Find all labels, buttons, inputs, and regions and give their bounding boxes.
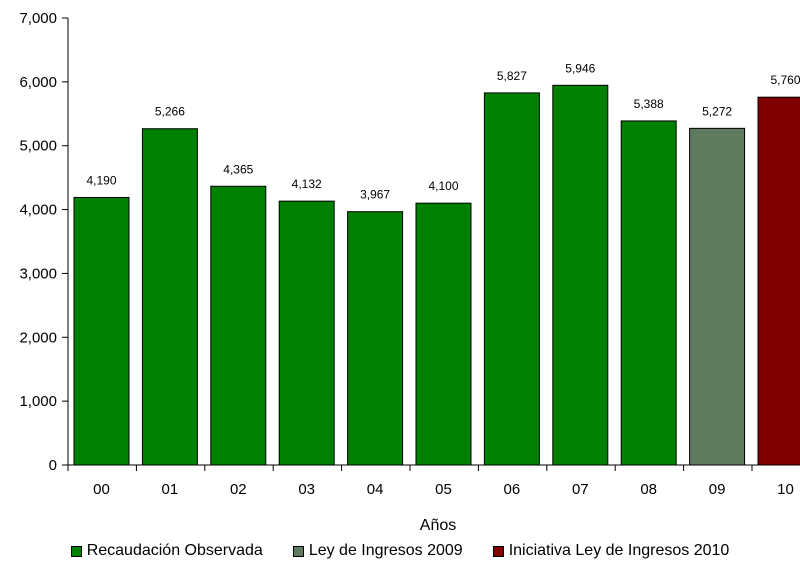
x-tick-label: 10 bbox=[777, 481, 794, 498]
data-label: 3,967 bbox=[360, 188, 390, 202]
legend-item: Iniciativa Ley de Ingresos 2010 bbox=[492, 542, 730, 560]
bar bbox=[483, 92, 540, 466]
y-tick-label: 5,000 bbox=[19, 138, 57, 155]
bars: 4,190 5,266 4,365 4,132 3,967 4,100 5,827 5,946… bbox=[73, 61, 800, 466]
bar bbox=[415, 202, 472, 466]
x-tick-label: 06 bbox=[504, 481, 521, 498]
data-label: 5,388 bbox=[634, 97, 664, 111]
legend-label: Recaudación Observada bbox=[86, 542, 263, 559]
y-tick-label: 1,000 bbox=[19, 393, 57, 410]
y-tick-label: 2,000 bbox=[19, 329, 57, 346]
data-label: 5,272 bbox=[702, 104, 732, 118]
x-tick-label: 09 bbox=[709, 481, 726, 498]
x-tick-label: 03 bbox=[298, 481, 315, 498]
legend-swatch bbox=[70, 545, 82, 557]
x-tick-label: 08 bbox=[640, 481, 657, 498]
data-label: 4,132 bbox=[292, 177, 322, 191]
data-label: 4,365 bbox=[223, 162, 253, 176]
data-label: 5,946 bbox=[565, 61, 595, 75]
y-tick-label: 7,000 bbox=[19, 10, 57, 27]
legend-label: Iniciativa Ley de Ingresos 2010 bbox=[508, 542, 730, 559]
bar-chart: 0 1,000 2,000 3,000 4,000 5,000 6,000 7,000 4,1… bbox=[19, 10, 800, 534]
bar bbox=[210, 185, 267, 466]
x-axis-title: Años bbox=[420, 517, 456, 534]
x-axis: 00 01 02 03 04 05 06 07 08 09 10 bbox=[67, 464, 800, 498]
data-label: 5,827 bbox=[497, 69, 527, 83]
x-tick-label: 01 bbox=[162, 481, 179, 498]
legend-swatch bbox=[292, 545, 304, 557]
data-label: 4,190 bbox=[86, 173, 116, 187]
y-tick-label: 6,000 bbox=[19, 74, 57, 91]
x-tick-label: 04 bbox=[367, 481, 384, 498]
bar bbox=[620, 120, 677, 466]
bar bbox=[757, 96, 800, 466]
data-label: 5,266 bbox=[155, 105, 185, 119]
data-label: 4,100 bbox=[428, 179, 458, 193]
legend: Recaudación Observada Ley de Ingresos 200… bbox=[0, 540, 800, 562]
legend-item: Recaudación Observada bbox=[70, 542, 263, 560]
y-tick-label: 3,000 bbox=[19, 265, 57, 282]
bar bbox=[73, 196, 130, 466]
y-tick-label: 0 bbox=[49, 457, 57, 474]
legend-swatch bbox=[492, 545, 504, 557]
y-axis: 0 1,000 2,000 3,000 4,000 5,000 6,000 7,000 bbox=[19, 10, 69, 474]
bar bbox=[347, 211, 404, 466]
y-tick-label: 4,000 bbox=[19, 202, 57, 219]
legend-label: Ley de Ingresos 2009 bbox=[308, 542, 463, 559]
x-tick-label: 07 bbox=[572, 481, 589, 498]
x-tick-label: 02 bbox=[230, 481, 247, 498]
bar bbox=[141, 128, 198, 466]
legend-item: Ley de Ingresos 2009 bbox=[292, 542, 463, 560]
x-tick-label: 05 bbox=[435, 481, 452, 498]
data-label: 5,760 bbox=[770, 73, 800, 87]
x-tick-label: 00 bbox=[93, 481, 110, 498]
bar bbox=[552, 84, 609, 466]
bar bbox=[689, 127, 746, 466]
bar bbox=[278, 200, 335, 466]
